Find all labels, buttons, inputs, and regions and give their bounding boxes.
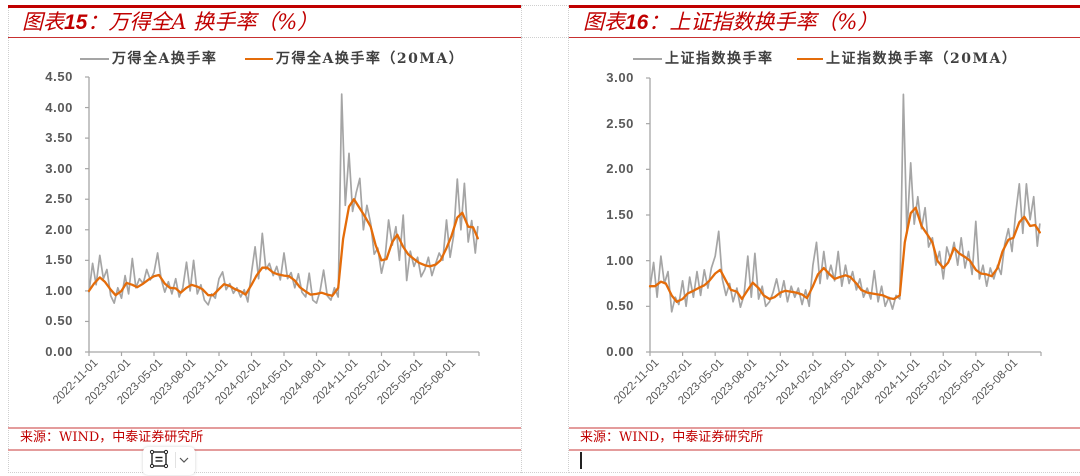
right-legend-swatch-ma [797, 58, 823, 60]
left-title-prefix: 图表 [22, 10, 64, 34]
left-title-bottom-rule [8, 37, 521, 38]
left-y-tick-label: 3.00 [45, 160, 73, 176]
right-y-tick-label: 1.00 [606, 252, 634, 268]
text-cursor[interactable] [580, 452, 582, 469]
right-legend-label-ma: 上证指数换手率（20MA） [826, 51, 1018, 67]
chevron-down-icon[interactable] [176, 449, 192, 471]
left-y-tick-label: 1.00 [45, 282, 73, 298]
right-figure-cell [569, 5, 1080, 473]
left-figure-cell [8, 5, 521, 473]
left-title-number: 15 [64, 11, 88, 34]
left-source-top-rule [8, 427, 521, 429]
left-y-tick-label: 0.00 [45, 344, 73, 359]
left-legend-swatch-raw [80, 58, 109, 60]
right-title-prefix: 图表 [583, 10, 625, 34]
left-legend-label-raw: 万得全A换手率 [112, 51, 218, 67]
right-y-tick-label: 3.00 [606, 70, 634, 85]
spacer-cell [521, 5, 569, 473]
text-wrap-icon[interactable] [148, 449, 170, 471]
left-y-tick-label: 0.50 [45, 313, 73, 329]
right-legend-swatch-raw [633, 58, 662, 60]
left-y-tick-label: 4.00 [45, 99, 73, 115]
right-source-bottom-rule [569, 449, 1080, 451]
right-source-note: 来源：WIND，中泰证券研究所 [580, 430, 764, 445]
right-y-tick-label: 0.00 [606, 344, 634, 359]
left-legend-swatch-ma [245, 58, 273, 60]
right-source-top-rule [569, 427, 1080, 429]
left-y-tick-label: 4.50 [45, 69, 73, 84]
left-y-tick-label: 3.50 [45, 130, 73, 146]
left-y-tick-label: 2.00 [45, 221, 73, 237]
left-figure-title: 图表15：万得全A 换手率（%） [22, 9, 318, 36]
left-title-text: ：万得全A 换手率（%） [87, 10, 319, 34]
right-title-top-rule [569, 5, 1080, 8]
spacer-cell-divider [521, 37, 569, 38]
right-title-text: ：上证指数换手率（%） [648, 10, 879, 34]
right-y-tick-label: 2.00 [606, 161, 634, 177]
toolbar-separator [175, 452, 176, 468]
left-y-tick-label: 1.50 [45, 252, 73, 268]
floating-image-toolbar [143, 447, 195, 475]
left-title-top-rule [8, 5, 521, 8]
right-legend-label-raw: 上证指数换手率 [665, 51, 774, 67]
right-y-tick-label: 2.50 [606, 115, 634, 131]
left-legend-label-ma: 万得全A换手率（20MA） [276, 51, 465, 67]
right-y-tick-label: 1.50 [606, 207, 634, 222]
left-source-bottom-rule [8, 449, 521, 451]
right-title-number: 16 [625, 11, 649, 34]
right-title-bottom-rule [569, 37, 1080, 38]
left-source-note: 来源：WIND，中泰证券研究所 [20, 430, 204, 445]
left-y-tick-label: 2.50 [45, 191, 73, 207]
right-y-tick-label: 0.50 [606, 298, 634, 314]
right-figure-title: 图表16：上证指数换手率（%） [583, 9, 878, 36]
